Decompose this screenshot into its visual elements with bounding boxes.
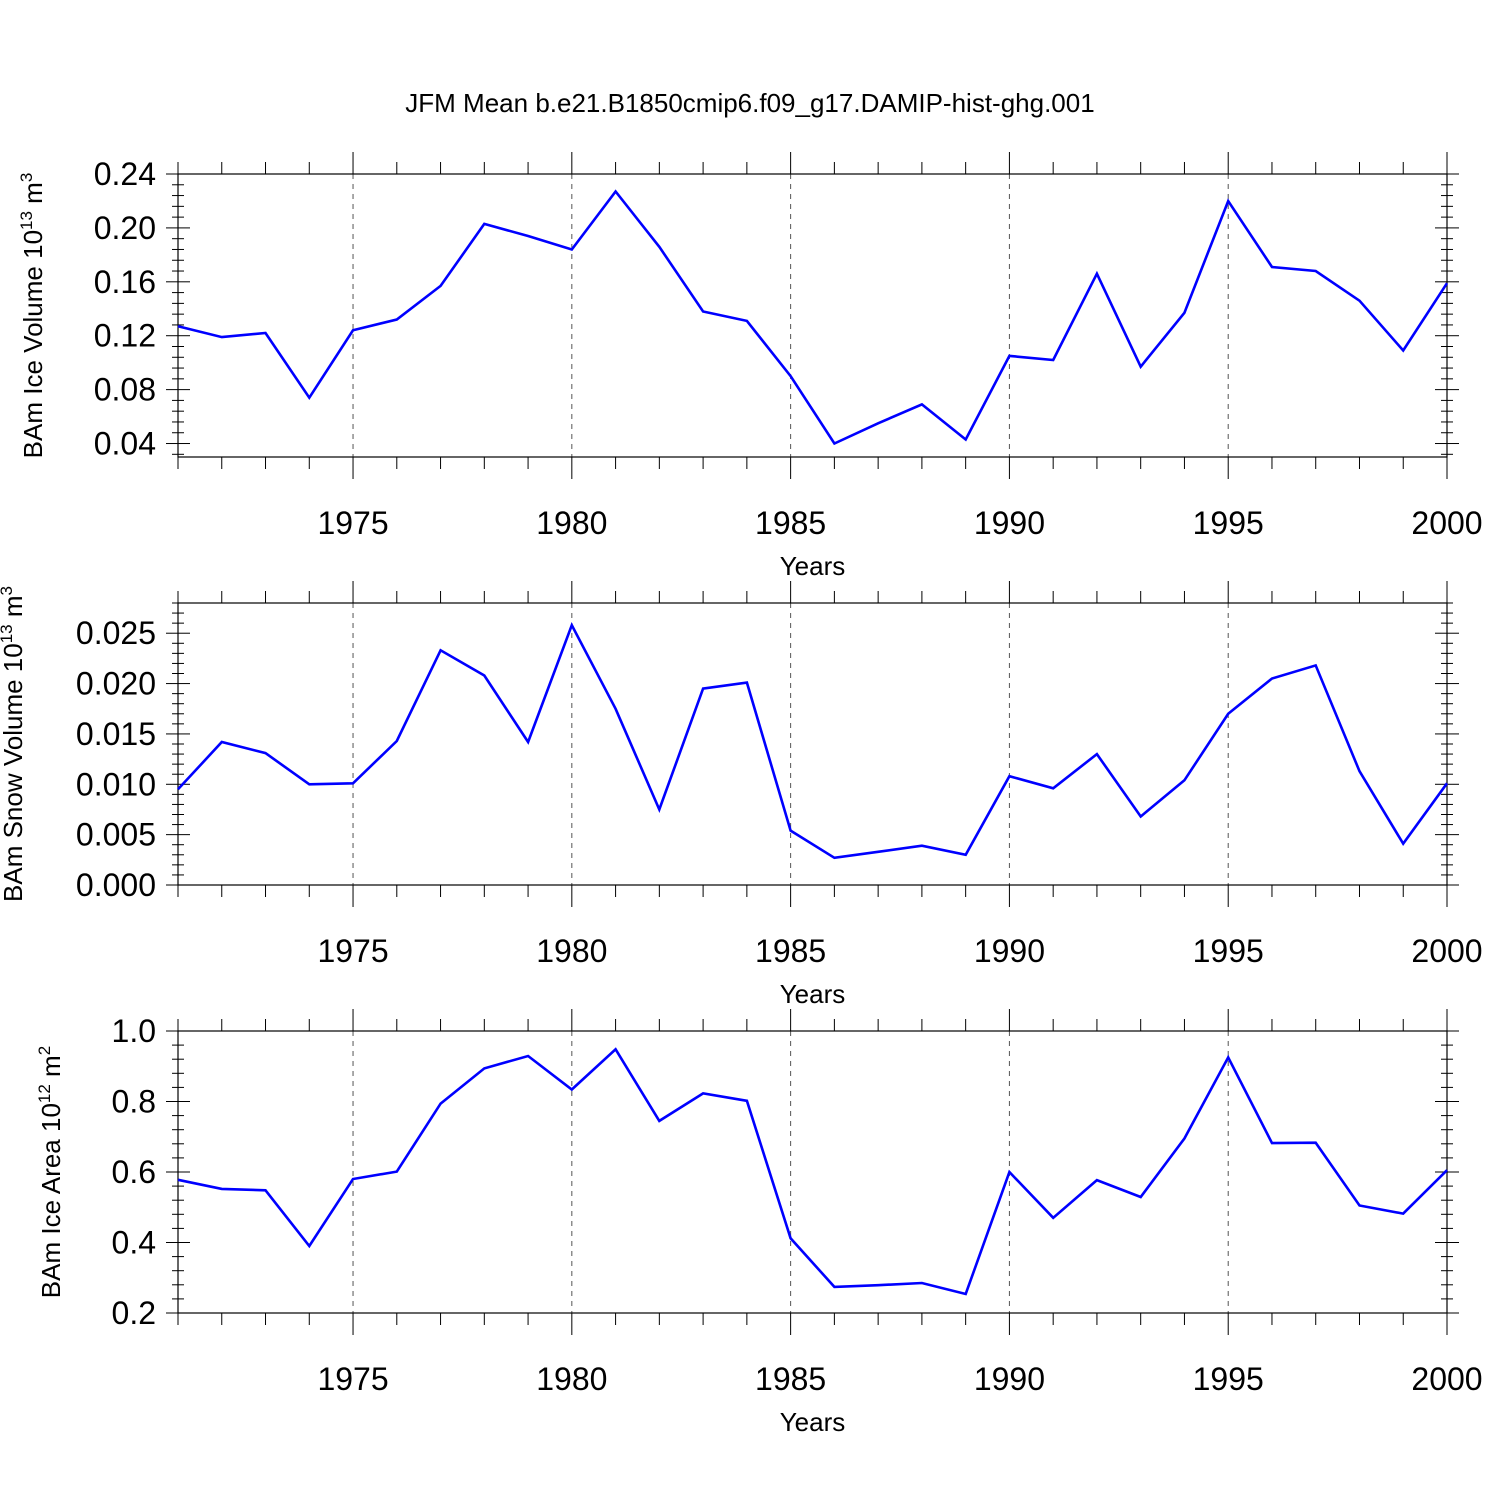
y-tick-label: 0.025 <box>76 615 156 651</box>
panel-2: 0.000 0.005 0.010 0.015 0.020 0.025 1975 1980 19… <box>0 581 1483 1009</box>
x-tick-label: 1975 <box>317 505 388 541</box>
x-tick-label: 1995 <box>1193 505 1264 541</box>
y-tick-label: 0.20 <box>94 210 156 246</box>
x-tick-label: 1975 <box>317 1361 388 1397</box>
series-line <box>177 622 1449 860</box>
x-tick-label: 2000 <box>1411 505 1482 541</box>
y-axis-label: BAm Ice Volume 1013 m3 <box>17 173 48 459</box>
y-tick-label: 0.8 <box>112 1084 156 1120</box>
x-tick-label: 1980 <box>536 933 607 969</box>
y-axis-label: BAm Ice Area 1012 m2 <box>35 1046 66 1298</box>
panel-3: 0.2 0.4 0.6 0.8 1.0 1975 1980 1985 1990 1995 2000 Y… <box>35 1009 1483 1437</box>
y-tick-label: 0.010 <box>76 766 156 802</box>
x-tick-label: 1980 <box>536 1361 607 1397</box>
y-tick-label: 0.000 <box>76 867 156 903</box>
x-tick-label: 1995 <box>1193 933 1264 969</box>
panel-1: 0.04 0.08 0.12 0.16 0.20 0.24 1975 1980 1985 1990… <box>17 152 1483 581</box>
x-tick-label: 1990 <box>974 1361 1045 1397</box>
y-tick-label: 0.12 <box>94 318 156 354</box>
x-tick-label: 2000 <box>1411 933 1482 969</box>
y-tick-label: 0.015 <box>76 716 156 752</box>
x-tick-label: 1985 <box>755 505 826 541</box>
x-axis-label: Years <box>780 1407 846 1437</box>
plot-frame <box>177 173 1448 458</box>
x-tick-label: 1980 <box>536 505 607 541</box>
y-tick-label: 0.04 <box>94 426 156 462</box>
y-tick-label: 0.005 <box>76 817 156 853</box>
series-line <box>177 189 1449 446</box>
y-tick-label: 0.020 <box>76 666 156 702</box>
y-tick-label: 0.6 <box>112 1154 156 1190</box>
y-tick-label: 0.08 <box>94 372 156 408</box>
x-tick-label: 1990 <box>974 933 1045 969</box>
x-tick-label: 1990 <box>974 505 1045 541</box>
plot-frame <box>177 1030 1448 1314</box>
x-tick-label: 1985 <box>755 933 826 969</box>
x-tick-label: 1995 <box>1193 1361 1264 1397</box>
x-tick-label: 1985 <box>755 1361 826 1397</box>
y-tick-label: 1.0 <box>112 1013 156 1049</box>
series-line <box>177 1047 1448 1296</box>
chart-title: JFM Mean b.e21.B1850cmip6.f09_g17.DAMIP-… <box>405 88 1094 118</box>
y-tick-label: 0.4 <box>112 1225 156 1261</box>
x-tick-label: 1975 <box>317 933 388 969</box>
y-tick-label: 0.2 <box>112 1295 156 1331</box>
y-tick-label: 0.16 <box>94 264 156 300</box>
x-axis-label: Years <box>780 979 846 1009</box>
x-tick-label: 2000 <box>1411 1361 1482 1397</box>
y-axis-label: BAm Snow Volume 1013 m3 <box>0 586 28 902</box>
x-axis-label: Years <box>780 551 846 581</box>
y-tick-label: 0.24 <box>94 156 156 192</box>
